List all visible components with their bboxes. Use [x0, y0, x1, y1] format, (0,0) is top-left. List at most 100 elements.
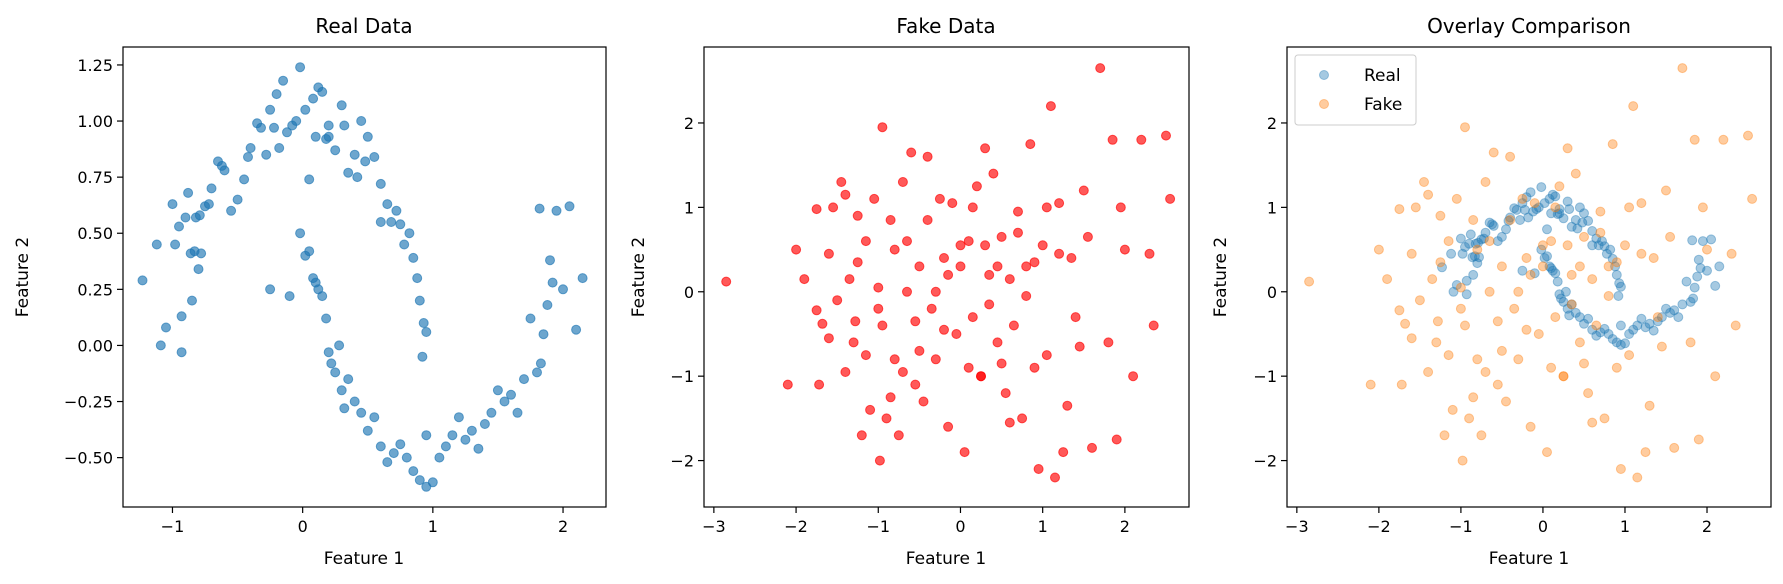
panel-3-series-2-point [1517, 193, 1528, 204]
panel-2-series-1-point [874, 455, 885, 466]
panel-2-series-1-point [840, 189, 851, 200]
panel-2-series-1-point [1107, 134, 1118, 145]
panel-3-series-2-point [1460, 122, 1470, 133]
panel-2-series-1-point [910, 316, 921, 327]
panel-3-series-1-point [1615, 320, 1626, 331]
panel-2-series-1-point [1103, 337, 1114, 348]
panel-3-series-1-point [1492, 236, 1503, 247]
panel-2-series-1-point [1111, 434, 1122, 445]
panel-1-ytick-label: −0.25 [64, 393, 113, 412]
panel-2-series-1-point [811, 305, 822, 316]
panel-1-xtick-label: 1 [428, 517, 438, 536]
panel-3-series-1-point [1558, 213, 1569, 224]
panel-3-series-1-point [1702, 265, 1712, 276]
panel-2-series-1-point [976, 371, 986, 382]
panel-1-ytick-label: −0.50 [64, 449, 113, 468]
panel-3-series-2-point [1382, 274, 1393, 285]
panel-3-series-2-point [1373, 244, 1384, 255]
panel-1-series-1-point [239, 174, 250, 185]
panel-3-plot: −3 −2 −1 0 1 2 −2 −1 0 1 2 [1253, 46, 1772, 536]
panel-1-series-1-point [170, 239, 181, 250]
panel-2-series-1-point [947, 198, 958, 209]
panel-2-series-1-point [1058, 447, 1069, 458]
panel-2-series-1-point [1013, 206, 1023, 217]
panel-2-series-1-point [992, 261, 1003, 272]
panel-2-series-1-point [844, 274, 855, 285]
panel-3-series-2-point [1492, 379, 1503, 390]
panel-3-series-1-point [1652, 316, 1663, 327]
panel-1-series-1-point [545, 255, 555, 266]
panel-3-series-2-point [1591, 320, 1602, 331]
panel-3-series-1-point [1583, 215, 1594, 226]
panel-1-series-1-point [243, 152, 253, 162]
panel-3-series-2-point [1656, 341, 1667, 352]
panel-3-series-1-point [1566, 221, 1577, 232]
panel-3-series-1-point [1544, 193, 1555, 204]
panel-2-series-1-point [1119, 244, 1130, 255]
panel-3-series-1-point [1665, 307, 1676, 318]
panel-1-series-1-point [542, 300, 553, 310]
panel-3-series-1-point [1478, 233, 1489, 244]
panel-3-series-2-point [1558, 371, 1569, 382]
legend-box [1294, 54, 1417, 126]
panel-1-series-1-point [330, 367, 341, 378]
panel-2-series-1-point [1136, 134, 1147, 145]
panel-3-xtick-label: −3 [1285, 517, 1309, 536]
panel-1-series-1-point [304, 246, 315, 257]
panel-2-series-1-point [1041, 202, 1052, 213]
panel-3-series-2-point [1628, 101, 1639, 112]
panel-1-series-1-point [265, 284, 276, 295]
panel-1-series-1-point [519, 374, 529, 385]
panel-1-series-1-point [538, 329, 549, 340]
panel-3-series-1-point [1624, 329, 1635, 339]
panel-2-series-1-point [873, 303, 884, 314]
panel-3-series-1-point [1628, 324, 1639, 335]
panel-3-series-1-point [1528, 206, 1539, 217]
panel-2-series-1-point [832, 295, 843, 306]
panel-3-series-2-point [1396, 379, 1407, 390]
panel-1-series-1-point [334, 340, 345, 351]
panel-2-series-1-point [914, 261, 925, 272]
panel-3-series-1-point [1579, 208, 1589, 219]
panel-3-series-1-point [1509, 203, 1520, 214]
panel-3-series-1-point [1556, 293, 1566, 304]
panel-1-series-1-point [308, 93, 319, 104]
panel-3-xtick-label: −2 [1367, 517, 1391, 536]
panel-3-series-1-point [1542, 224, 1552, 235]
panel-2-series-1-point [860, 350, 871, 361]
panel-1-series-1-point [295, 62, 306, 73]
panel-2-series-1-point [1062, 400, 1073, 411]
panel-3-series-2-point [1607, 139, 1618, 150]
panel-2-series-1-point [885, 392, 896, 403]
panel-3-series-2-point [1472, 244, 1483, 255]
panel-1-series-1-point [412, 273, 423, 284]
panel-3-series-1-point [1673, 312, 1684, 323]
panel-3-series-1-point [1566, 299, 1577, 310]
panel-2-series-1-point [939, 253, 949, 263]
panel-1-series-1-point [326, 358, 337, 369]
panel-1-series-1-point [291, 116, 302, 126]
panel-3-series-1-point [1714, 261, 1725, 272]
panel-1-series-1-point [375, 441, 386, 452]
panel-3-series-1-point [1451, 280, 1462, 290]
panel-2-series-1-point [914, 345, 925, 356]
panel-1-series-1-point [571, 324, 582, 335]
panel-1-series-1-point [492, 385, 503, 396]
panel-2-series-1-point [1017, 413, 1028, 424]
panel-3-xtick-label: −1 [1449, 517, 1473, 536]
panel-3-series-1-point [1597, 236, 1607, 247]
panel-3-series-2-point [1439, 430, 1450, 441]
panel-1-series-1-point [440, 441, 451, 452]
panel-3-series-2-point [1460, 320, 1470, 331]
panel-2-ytick-label: 0 [684, 283, 694, 302]
panel-3-series-1-point [1587, 240, 1598, 251]
panel-1-series-1-point [137, 275, 148, 286]
panel-3-series-2-point [1365, 379, 1376, 390]
panel-2-series-1-point [869, 193, 880, 204]
panel-1-series-1-point [408, 252, 419, 263]
panel-3-series-1-point [1685, 296, 1696, 307]
panel-3-series-2-point [1484, 286, 1495, 297]
panel-3-series-1-point [1460, 242, 1470, 252]
panel-3-series-2-point [1603, 291, 1614, 301]
panel-2-series-1-point [984, 299, 995, 310]
